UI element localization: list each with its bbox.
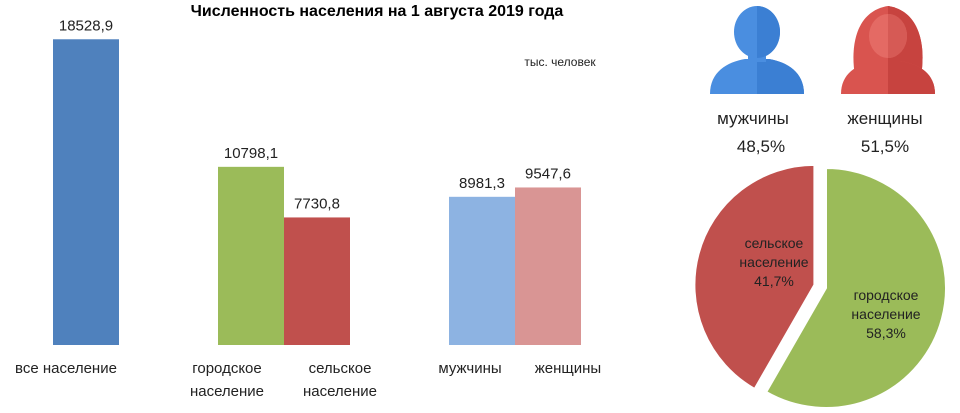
man-silhouette-icon xyxy=(710,6,804,94)
bar-value-label: 8981,3 xyxy=(459,175,505,192)
woman-silhouette-icon xyxy=(841,6,935,94)
category-label: сельское xyxy=(309,360,372,377)
bar-3 xyxy=(284,217,350,345)
bar-1 xyxy=(53,39,119,345)
chart-title: Численность населения на 1 августа 2019 … xyxy=(191,3,564,20)
unit-label: тыс. человек xyxy=(524,55,596,69)
bar-value-label: 10798,1 xyxy=(224,145,278,162)
pie-slice-1 xyxy=(764,166,948,409)
men-label: мужчины xyxy=(717,109,789,128)
category-label: женщины xyxy=(535,360,601,377)
bar-value-label: 9547,6 xyxy=(525,165,571,182)
pie-slice-label: городское xyxy=(854,287,919,303)
women-label: женщины xyxy=(847,109,922,128)
pie-chart: городское население 58,3% сельское население… xyxy=(693,163,948,409)
bar-2 xyxy=(218,166,284,345)
pie-slice-label: 41,7% xyxy=(754,273,794,289)
pie-slice-label: сельское xyxy=(745,235,804,251)
category-label: население xyxy=(303,383,377,400)
category-label: население xyxy=(190,383,264,400)
category-label: все население xyxy=(15,360,117,377)
pie-slice-label: население xyxy=(851,306,920,322)
pie-slice-label: 58,3% xyxy=(866,325,906,341)
men-percent: 48,5% xyxy=(737,137,785,156)
pie-slice-label: население xyxy=(739,254,808,270)
bar-4 xyxy=(449,196,515,345)
bar-5 xyxy=(515,187,581,345)
bar-chart: 18528,9 все население 10798,1 городское насе… xyxy=(15,17,601,400)
women-percent: 51,5% xyxy=(861,137,909,156)
bar-value-label: 18528,9 xyxy=(59,17,113,34)
category-label: городское xyxy=(192,360,262,377)
pie-slice-2 xyxy=(693,163,816,391)
bar-value-label: 7730,8 xyxy=(294,195,340,212)
category-label: мужчины xyxy=(438,360,501,377)
